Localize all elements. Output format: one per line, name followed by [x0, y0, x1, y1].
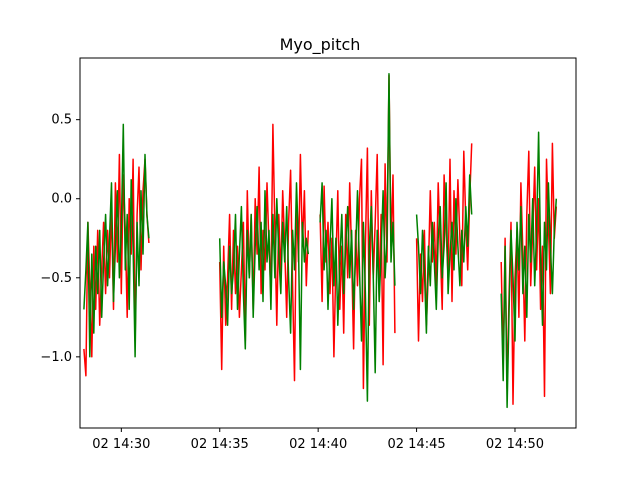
series-1-segment-4: [500, 131, 558, 409]
series-1-segment-3: [415, 174, 473, 334]
series-layer: [83, 73, 558, 409]
y-tick-label: −1.0: [40, 350, 72, 365]
y-tick-label: −0.5: [40, 271, 72, 286]
x-tick-label: 02 14:35: [191, 437, 249, 452]
x-tick-label: 02 14:30: [92, 437, 150, 452]
x-tick-label: 02 14:50: [486, 437, 544, 452]
plot-area-frame: [79, 57, 577, 429]
chart-title: Myo_pitch: [280, 35, 361, 55]
series-1-segment-1: [218, 182, 310, 371]
y-tick-label: 0.5: [51, 113, 72, 128]
y-axis: 0.5 0.0 −0.5 −1.0: [40, 113, 80, 365]
y-tick-label: 0.0: [51, 192, 72, 207]
x-axis: 02 14:30 02 14:35 02 14:40 02 14:45 02 14:50: [92, 428, 544, 452]
series-1-segment-2: [319, 73, 396, 402]
x-tick-label: 02 14:40: [289, 437, 347, 452]
series-1-segment-0: [83, 123, 150, 358]
series-0-segment-2: [319, 74, 396, 390]
x-tick-label: 02 14:45: [388, 437, 446, 452]
